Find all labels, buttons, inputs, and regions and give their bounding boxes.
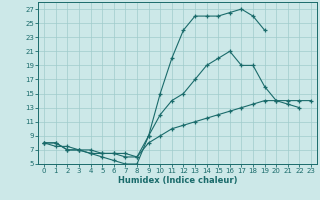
X-axis label: Humidex (Indice chaleur): Humidex (Indice chaleur) [118,176,237,185]
